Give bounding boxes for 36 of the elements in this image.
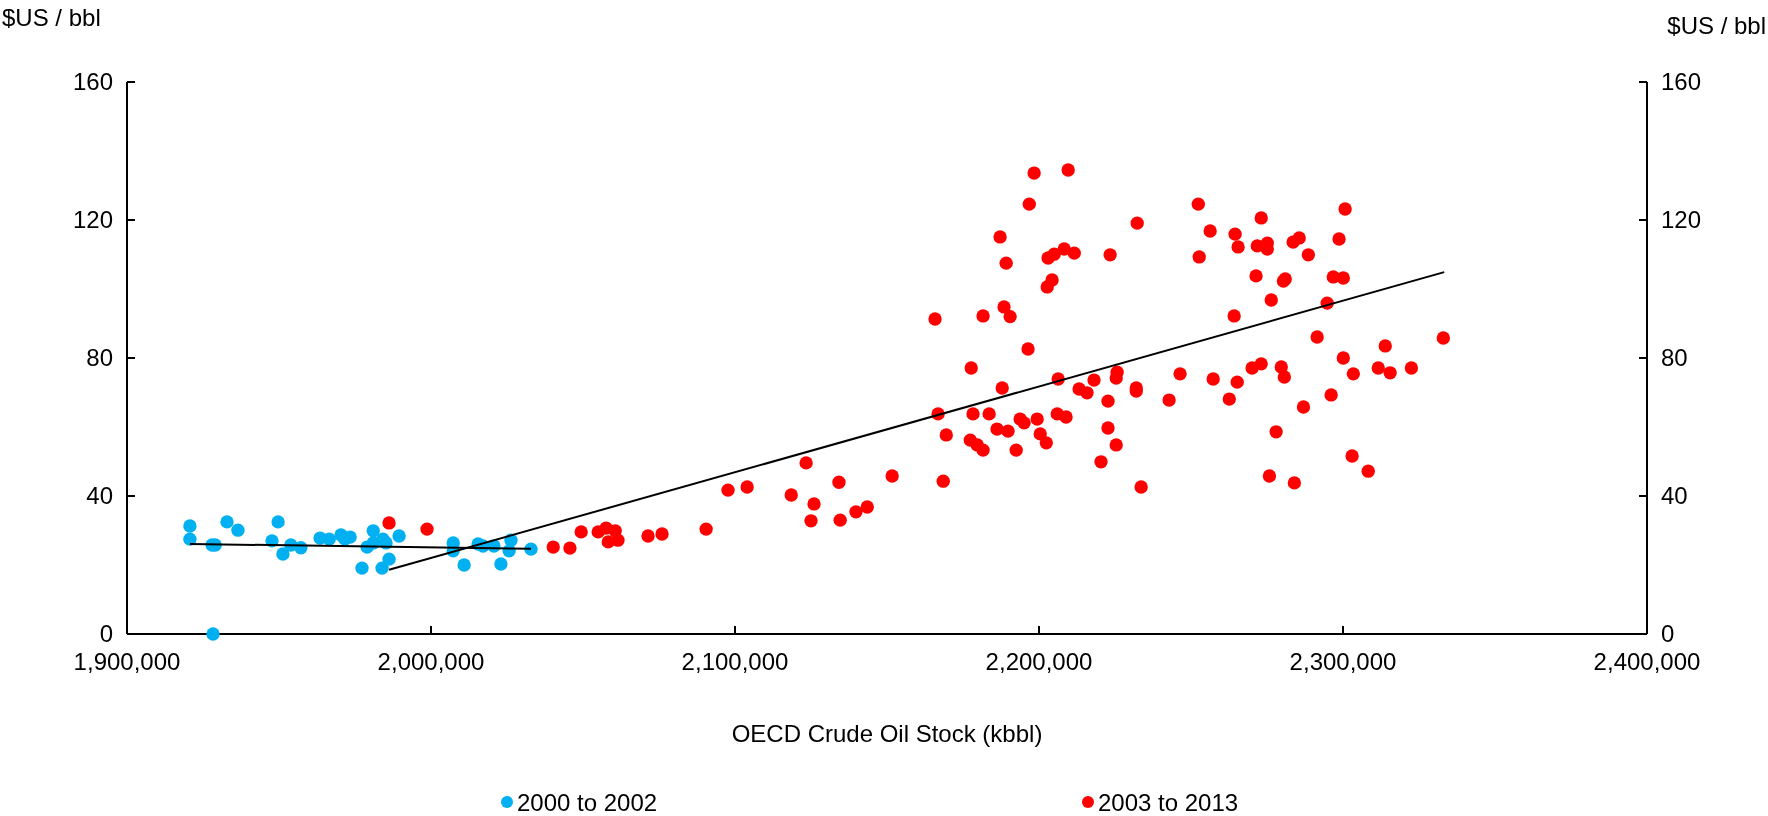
point: [183, 519, 197, 533]
point: [375, 561, 389, 575]
point: [183, 532, 197, 546]
point: [322, 532, 336, 546]
legend-label: 2000 to 2002: [517, 789, 658, 816]
point: [355, 561, 369, 575]
y2-axis-title: $US / bbl: [1667, 12, 1766, 39]
point: [494, 557, 508, 571]
point: [231, 523, 245, 537]
point: [382, 552, 396, 566]
x-tick-label: 2,300,000: [1289, 648, 1397, 675]
x-tick-label: 2,200,000: [985, 648, 1093, 675]
x-tick-label: 2,400,000: [1593, 648, 1701, 675]
y2-tick-label: 120: [1661, 206, 1702, 234]
point: [392, 529, 406, 543]
y-axis-title: $US / bbl: [2, 4, 101, 31]
point: [271, 515, 285, 529]
point: [457, 558, 471, 572]
y2-tick-label: 0: [1661, 620, 1675, 648]
point: [220, 515, 234, 529]
x-tick-label: 2,100,000: [681, 648, 789, 675]
x-tick-label: 2,000,000: [377, 648, 485, 675]
y-tick-label: 0: [99, 620, 113, 648]
y2-tick-label: 80: [1661, 344, 1688, 372]
y-tick-label: 160: [72, 68, 113, 96]
x-axis-title: OECD Crude Oil Stock (kbbl): [731, 720, 1043, 747]
y-tick-label: 40: [86, 482, 113, 510]
y-tick-label: 120: [72, 206, 113, 234]
point: [366, 524, 380, 538]
x-tick-label: 1,900,000: [73, 648, 181, 675]
point: [276, 547, 290, 561]
point: [206, 627, 220, 641]
legend-label: 2003 to 2013: [1098, 789, 1239, 816]
y2-tick-label: 40: [1661, 482, 1688, 510]
y2-tick-label: 160: [1661, 68, 1702, 96]
y-tick-label: 80: [86, 344, 113, 372]
